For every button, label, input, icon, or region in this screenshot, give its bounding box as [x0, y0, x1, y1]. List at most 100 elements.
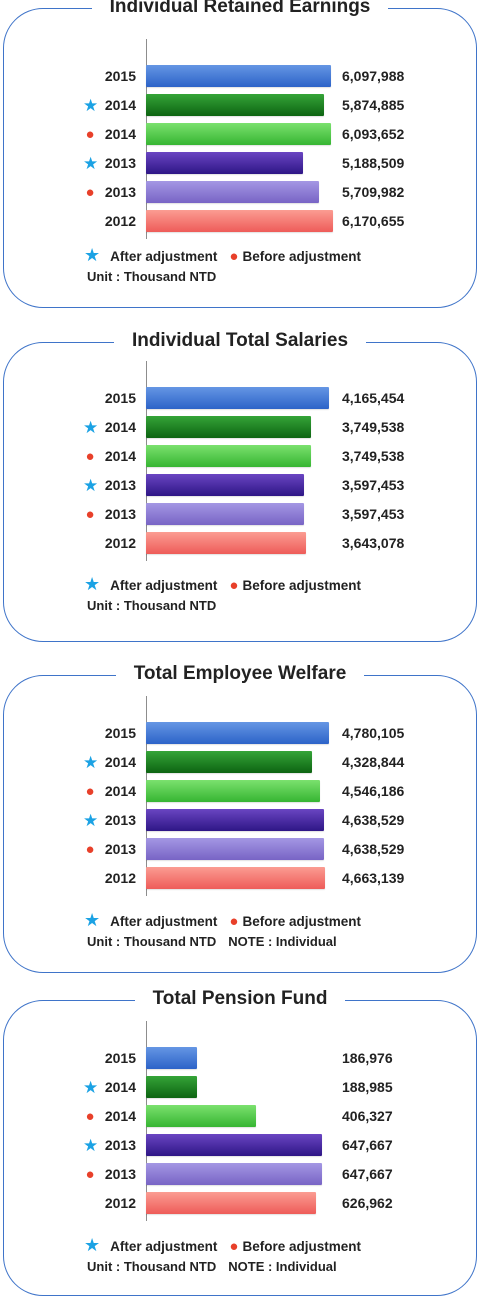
- chart-title-text: Total Employee Welfare: [115, 663, 365, 684]
- value-label: 3,597,453: [342, 477, 405, 493]
- category-label: 2013: [104, 812, 136, 828]
- legend-before-label: Before adjustment: [242, 1239, 361, 1254]
- value-label: 4,165,454: [342, 390, 405, 406]
- chart-title: Individual Total Salaries: [4, 328, 476, 354]
- category-label: 2015: [104, 390, 136, 406]
- before-adjustment-dot-icon: ●: [85, 184, 95, 201]
- legend-before-label: Before adjustment: [242, 578, 361, 593]
- after-adjustment-star-icon: ★: [83, 96, 99, 115]
- legend-dot-icon: ●: [229, 1238, 239, 1255]
- bar: [146, 94, 324, 116]
- bar: [146, 123, 331, 145]
- chart-title: Total Employee Welfare: [4, 661, 476, 687]
- value-label: 3,643,078: [342, 535, 405, 551]
- chart-panel: Individual Retained Earnings 2015 6,097,98…: [3, 0, 477, 308]
- chart-row: 2012 6,170,655: [4, 210, 476, 233]
- chart-row: 2012 4,663,139: [4, 867, 476, 890]
- value-label: 6,093,652: [342, 126, 405, 142]
- chart-panel: Total Employee Welfare 2015 4,780,105 ★ 2014…: [3, 663, 477, 973]
- legend-before-label: Before adjustment: [242, 249, 361, 264]
- note-label: NOTE : Individual: [228, 934, 337, 949]
- value-label: 3,597,453: [342, 506, 405, 522]
- category-label: 2013: [104, 1137, 136, 1153]
- value-label: 6,097,988: [342, 68, 405, 84]
- chart-row: ● 2014 406,327: [4, 1105, 476, 1128]
- category-label: 2012: [104, 870, 136, 886]
- value-label: 626,962: [342, 1195, 393, 1211]
- bar: [146, 722, 329, 744]
- value-label: 186,976: [342, 1050, 393, 1066]
- category-label: 2012: [104, 1195, 136, 1211]
- value-label: 5,709,982: [342, 184, 405, 200]
- legend: ★ After adjustment ● Before adjustment: [84, 574, 361, 594]
- chart-title: Individual Retained Earnings: [4, 0, 476, 20]
- category-label: 2013: [104, 155, 136, 171]
- category-label: 2014: [104, 1108, 136, 1124]
- legend-after-label: After adjustment: [110, 249, 218, 264]
- chart-row: ★ 2013 5,188,509: [4, 152, 476, 175]
- chart-title: Total Pension Fund: [4, 986, 476, 1012]
- category-label: 2015: [104, 1050, 136, 1066]
- legend: ★ After adjustment ● Before adjustment: [84, 245, 361, 265]
- bar: [146, 387, 329, 409]
- legend: ★ After adjustment ● Before adjustment: [84, 910, 361, 930]
- category-label: 2015: [104, 68, 136, 84]
- chart-row: 2015 4,165,454: [4, 387, 476, 410]
- bar: [146, 1134, 322, 1156]
- legend: ★ After adjustment ● Before adjustment: [84, 1235, 361, 1255]
- bar: [146, 474, 304, 496]
- bar: [146, 838, 324, 860]
- chart-row: ★ 2014 5,874,885: [4, 94, 476, 117]
- unit-label: Unit : Thousand NTD: [87, 598, 217, 613]
- bar: [146, 1192, 316, 1214]
- chart-title-text: Total Pension Fund: [134, 988, 346, 1009]
- category-label: 2014: [104, 1079, 136, 1095]
- value-label: 5,188,509: [342, 155, 405, 171]
- chart-row: ● 2013 4,638,529: [4, 838, 476, 861]
- before-adjustment-dot-icon: ●: [85, 506, 95, 523]
- unit-note-line: Unit : Thousand NTD: [87, 596, 216, 616]
- unit-label: Unit : Thousand NTD: [87, 1259, 217, 1274]
- value-label: 3,749,538: [342, 448, 405, 464]
- legend-dot-icon: ●: [229, 577, 239, 594]
- category-label: 2014: [104, 448, 136, 464]
- note-label: NOTE : Individual: [228, 1259, 337, 1274]
- unit-note-line: Unit : Thousand NTD NOTE : Individual: [87, 932, 337, 952]
- bar: [146, 1163, 322, 1185]
- after-adjustment-star-icon: ★: [83, 1136, 99, 1155]
- chart-row: ● 2013 647,667: [4, 1163, 476, 1186]
- category-label: 2013: [104, 184, 136, 200]
- before-adjustment-dot-icon: ●: [85, 783, 95, 800]
- before-adjustment-dot-icon: ●: [85, 1166, 95, 1183]
- chart-title-text: Individual Retained Earnings: [91, 0, 389, 17]
- legend-dot-icon: ●: [229, 248, 239, 265]
- chart-panel: Individual Total Salaries 2015 4,165,454 ★ 2…: [3, 330, 477, 642]
- category-label: 2013: [104, 841, 136, 857]
- bar: [146, 532, 306, 554]
- bar: [146, 152, 303, 174]
- before-adjustment-dot-icon: ●: [85, 1108, 95, 1125]
- value-label: 5,874,885: [342, 97, 405, 113]
- after-adjustment-star-icon: ★: [83, 1078, 99, 1097]
- chart-row: ★ 2014 3,749,538: [4, 416, 476, 439]
- legend-star-icon: ★: [84, 910, 101, 930]
- value-label: 4,328,844: [342, 754, 405, 770]
- unit-label: Unit : Thousand NTD: [87, 934, 217, 949]
- value-label: 4,780,105: [342, 725, 405, 741]
- chart-row: 2012 626,962: [4, 1192, 476, 1215]
- value-label: 406,327: [342, 1108, 393, 1124]
- bar: [146, 867, 325, 889]
- before-adjustment-dot-icon: ●: [85, 841, 95, 858]
- category-label: 2012: [104, 213, 136, 229]
- chart-row: ● 2013 5,709,982: [4, 181, 476, 204]
- unit-note-line: Unit : Thousand NTD: [87, 267, 216, 287]
- chart-row: 2012 3,643,078: [4, 532, 476, 555]
- bar: [146, 780, 320, 802]
- category-label: 2013: [104, 506, 136, 522]
- chart-panel: Total Pension Fund 2015 186,976 ★ 2014 188,98…: [3, 988, 477, 1296]
- bar: [146, 210, 333, 232]
- legend-star-icon: ★: [84, 1235, 101, 1255]
- chart-row: 2015 4,780,105: [4, 722, 476, 745]
- bar: [146, 416, 311, 438]
- category-label: 2013: [104, 477, 136, 493]
